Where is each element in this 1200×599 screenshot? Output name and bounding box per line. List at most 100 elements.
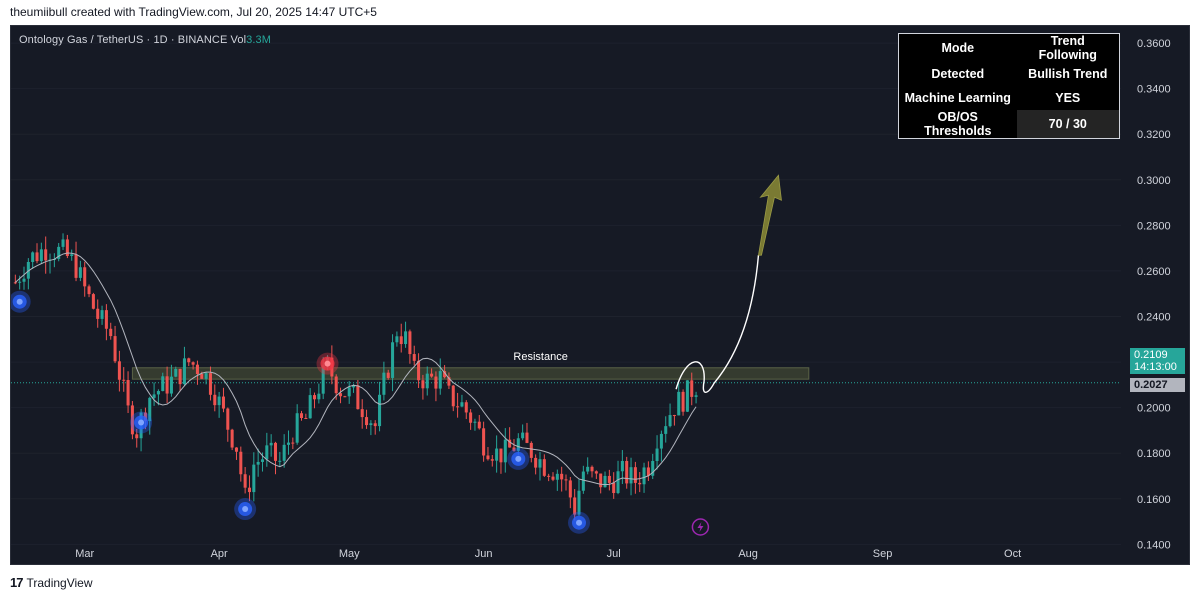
candle [417, 353, 421, 388]
candle-body [31, 252, 35, 262]
candle-body [521, 432, 525, 439]
attribution-text: theumiibull created with TradingView.com… [10, 5, 377, 19]
candle-body [304, 417, 308, 419]
candle [512, 439, 516, 452]
candle-body [208, 373, 212, 395]
candle [317, 383, 321, 404]
candle [399, 323, 403, 353]
candle-body [434, 376, 438, 389]
candle-body [386, 372, 390, 378]
candle-body [482, 428, 486, 456]
candle-body [156, 391, 160, 395]
candle [486, 447, 490, 461]
candle [165, 366, 169, 404]
candle [70, 249, 74, 261]
candle [273, 441, 278, 475]
bar-countdown: 14:13:00 [1134, 361, 1177, 373]
candle [308, 388, 312, 419]
volume-label: Vol [230, 34, 247, 46]
candle-body [473, 421, 477, 423]
candle-body [508, 439, 512, 448]
candle [495, 435, 499, 473]
event-bolt [697, 522, 704, 532]
y-tick-label: 0.1400 [1137, 539, 1171, 551]
candle-body [334, 376, 338, 394]
candle-body [182, 358, 186, 385]
candle-body [321, 365, 325, 394]
candle-body [234, 447, 238, 452]
candle-body [447, 377, 451, 386]
candle [690, 372, 694, 406]
candle [538, 451, 542, 481]
candle [44, 236, 48, 274]
candle [243, 467, 247, 494]
current-price-label: 0.2109 14:13:00 [1130, 348, 1185, 374]
candle [633, 461, 637, 494]
candle-body [607, 475, 611, 483]
candle-body [694, 395, 698, 397]
info-value: Bullish Trend [1016, 62, 1120, 86]
price-chart[interactable]: Resistance 0.14000.16000.18000.20000.220… [11, 26, 1190, 565]
candle-body [317, 393, 321, 400]
candle-body [299, 413, 304, 418]
candle [404, 321, 408, 348]
candle-body [135, 434, 139, 439]
candle [378, 381, 382, 432]
chart-area[interactable]: Resistance 0.14000.16000.18000.20000.220… [10, 25, 1190, 565]
candle [681, 389, 685, 416]
indicator-info-table: Mode Trend Following Detected Bullish Trend… [898, 33, 1120, 139]
candle-body [113, 336, 117, 362]
candle-body [213, 394, 217, 406]
candle [386, 369, 390, 380]
candle-body [226, 408, 230, 430]
candle-body [408, 331, 412, 355]
resistance-zone-group: Resistance [11, 351, 1121, 384]
candle-body [529, 442, 533, 458]
candle-body [477, 421, 481, 429]
candle-body [130, 405, 134, 435]
info-label: Mode [941, 41, 975, 55]
candle [269, 434, 273, 457]
candle-body [195, 364, 199, 375]
candle [187, 357, 191, 367]
candle [456, 392, 460, 418]
candle-body [18, 281, 22, 283]
candle [13, 274, 17, 285]
candle [534, 454, 538, 475]
candle [369, 420, 373, 436]
candle-body [174, 368, 178, 377]
candle [651, 453, 655, 480]
candle [61, 233, 65, 251]
candle-body [165, 376, 169, 394]
candle [22, 266, 26, 290]
candle-body [278, 460, 282, 462]
marker-core [324, 360, 331, 367]
candle-body [586, 466, 590, 472]
candle-body [100, 310, 104, 319]
candle [412, 345, 416, 366]
candle [169, 364, 173, 397]
candle [607, 469, 611, 491]
x-tick-label: May [339, 548, 360, 560]
candle-body [672, 415, 676, 417]
candle [521, 424, 525, 441]
marker-core [515, 455, 522, 462]
info-row: OB/OS Thresholds 70 / 30 [899, 110, 1120, 139]
candle-body [204, 373, 208, 379]
candle [52, 253, 56, 268]
candle [525, 422, 529, 444]
candle [672, 414, 676, 426]
candle [117, 350, 121, 392]
symbol-legend[interactable]: Ontology Gas / TetherUS · 1D · BINANCE V… [19, 34, 271, 46]
x-tick-label: Aug [738, 548, 758, 560]
resistance-label: Resistance [513, 351, 567, 363]
candle [430, 368, 434, 378]
candle-body [221, 396, 225, 409]
candle-body [664, 426, 668, 434]
candle-body [404, 331, 408, 345]
candle-body [109, 328, 113, 337]
y-tick-label: 0.2800 [1137, 220, 1171, 232]
candle [590, 465, 594, 478]
candle-body [26, 261, 30, 279]
candle-body [651, 460, 655, 476]
